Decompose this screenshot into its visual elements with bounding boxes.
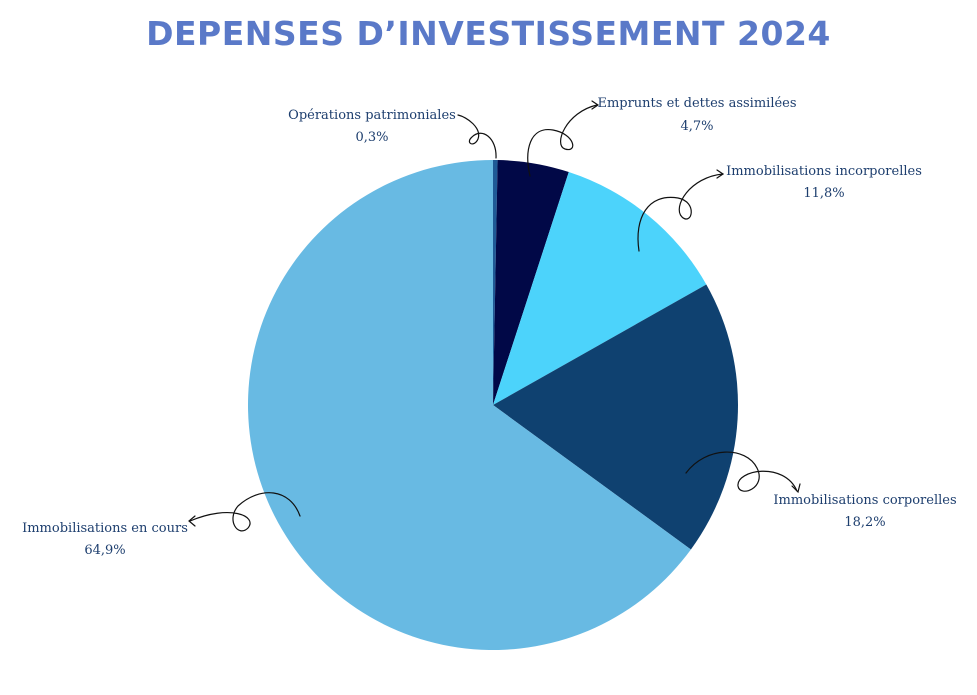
- pie-slice-immobilisations-corporelles: [493, 284, 738, 550]
- arrow-operations-patrimoniales: [457, 114, 497, 159]
- label-incorporelles: Immobilisations incorporelles: [726, 164, 922, 179]
- value-emprunts: 4,7%: [680, 119, 713, 134]
- label-operations-patrimoniales: Opérations patrimoniales: [288, 108, 456, 123]
- pie-slice-emprunts-et-dettes-assimil-es: [493, 160, 569, 405]
- value-corporelles: 18,2%: [844, 515, 885, 530]
- chart-title: DEPENSES D’INVESTISSEMENT 2024: [146, 14, 831, 53]
- pie-slices: [247, 160, 738, 650]
- arrow-incorporelles-head: [716, 169, 725, 179]
- label-en-cours: Immobilisations en cours: [22, 521, 188, 536]
- arrow-corporelles-head: [791, 483, 801, 494]
- arrow-emprunts-head: [591, 100, 600, 110]
- arrow-en-cours: [189, 492, 301, 532]
- arrow-emprunts: [527, 104, 598, 177]
- pie-slice-immobilisations-incorporelles: [493, 172, 707, 405]
- label-emprunts: Emprunts et dettes assimilées: [597, 96, 796, 111]
- arrow-en-cours-head: [188, 515, 196, 527]
- label-arrows: [188, 100, 801, 532]
- slice-labels: Opérations patrimoniales 0,3% Emprunts e…: [22, 96, 957, 558]
- arrow-incorporelles: [637, 173, 724, 252]
- value-en-cours: 64,9%: [84, 543, 125, 558]
- value-operations-patrimoniales: 0,3%: [355, 130, 388, 145]
- pie-slice-immobilisations-en-cours: [247, 160, 691, 650]
- arrow-corporelles: [685, 451, 798, 492]
- pie-slice-op-rations-patrimoniales: [493, 160, 498, 405]
- label-corporelles: Immobilisations corporelles: [773, 493, 956, 508]
- value-incorporelles: 11,8%: [803, 186, 844, 201]
